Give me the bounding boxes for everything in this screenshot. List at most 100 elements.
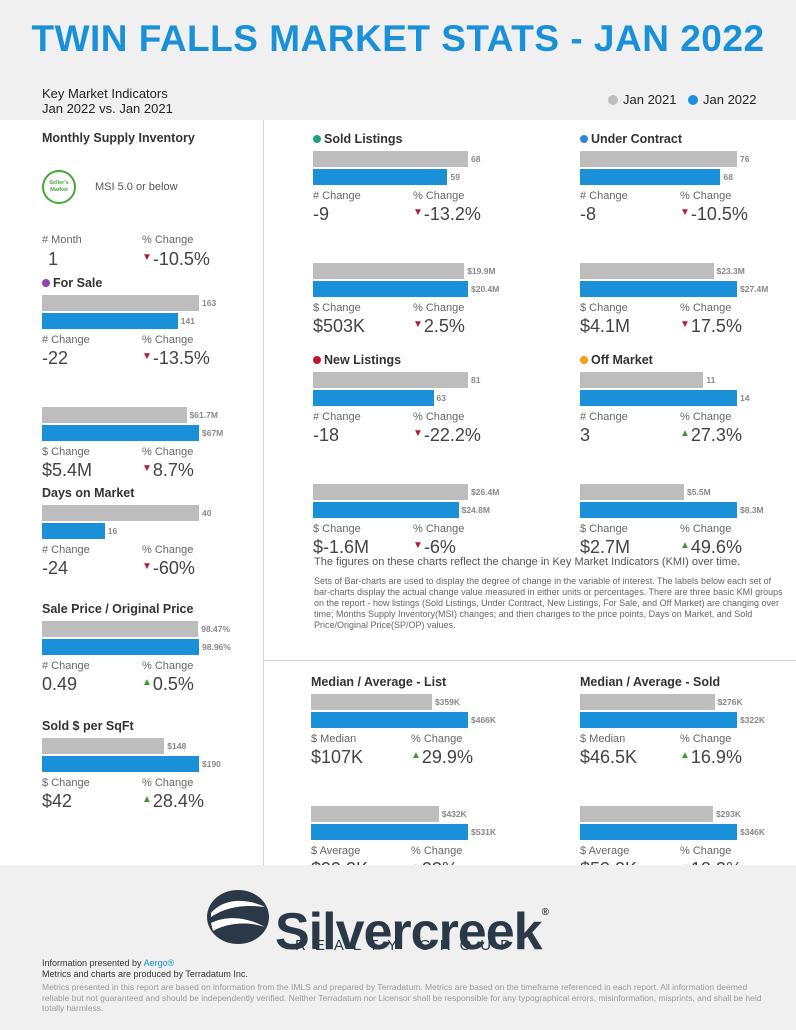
triangle-down-icon: ▼ <box>413 207 423 218</box>
for-sale-count-bar-curr <box>42 313 178 329</box>
vertical-divider <box>263 120 264 865</box>
off-count-c2-label: % Change <box>680 411 732 423</box>
horizontal-divider <box>264 660 796 661</box>
off-volume-c2-value-text: 49.6% <box>690 537 742 557</box>
triangle-up-icon: ▲ <box>680 428 690 439</box>
for-sale-volume-c2-value-text: 8.7% <box>152 460 194 480</box>
off-count-c2-value-text: 27.3% <box>690 425 742 445</box>
off-volume-c2-value: ▲49.6% <box>680 537 742 558</box>
uc-volume-label-curr: $27.4M <box>740 284 769 294</box>
footer-panel <box>0 865 796 1030</box>
new-volume-c1-value: $-1.6M <box>313 537 370 557</box>
for-sale-count-c1-value: -22 <box>42 348 69 368</box>
sold-average-c1-label: $ Average <box>580 845 630 857</box>
new-count-c2-value: ▼-22.2% <box>413 425 481 446</box>
dom-bar-curr <box>42 523 105 539</box>
off-count-dot-icon <box>580 356 588 364</box>
new-volume-c1-label: $ Change <box>313 523 361 535</box>
list-average-c2-label: % Change <box>411 845 463 857</box>
uc-count-c2-label: % Change <box>680 190 732 202</box>
for-sale-volume-bar-prev <box>42 407 187 423</box>
for-sale-volume-c1-value: $5.4M <box>42 460 93 480</box>
dom-c2-label: % Change <box>142 544 194 556</box>
uc-count-title-text: Under Contract <box>591 132 682 146</box>
new-count-bar-curr <box>313 390 434 406</box>
sold-count-title: Sold Listings <box>313 132 402 146</box>
new-count-label-curr: 63 <box>436 393 447 403</box>
sold-average-bar-prev <box>580 806 713 822</box>
description-headline: The figures on these charts reflect the … <box>314 556 741 568</box>
for-sale-count-title-text: For Sale <box>53 276 103 290</box>
sold-volume-bar-curr <box>313 281 468 297</box>
sold-median-c2-value-text: 16.9% <box>690 747 742 767</box>
off-count-label-prev: 11 <box>706 375 716 385</box>
legend-swatch-prev <box>608 94 618 105</box>
triangle-up-icon: ▲ <box>411 750 421 761</box>
off-count-bar-curr <box>580 390 737 406</box>
msi-title: Monthly Supply Inventory <box>42 131 195 145</box>
legend-swatch-curr <box>688 94 698 105</box>
spop-c2-value-text: 0.5% <box>152 674 194 694</box>
list-median-bar-curr <box>311 712 468 728</box>
triangle-down-icon: ▼ <box>142 351 152 362</box>
list-median-label-prev: $359K <box>434 697 460 707</box>
off-volume-bar-curr <box>580 502 737 518</box>
ppsf-title-text: Sold $ per SqFt <box>42 719 134 733</box>
list-average-label-curr: $531K <box>471 827 497 837</box>
sold-volume-c1-value: $503K <box>313 316 366 336</box>
spop-bar-curr <box>42 639 199 655</box>
msi-note: MSI 5.0 or below <box>95 181 178 193</box>
dom-title-text: Days on Market <box>42 486 135 500</box>
msi-c1-label: # Month <box>42 234 82 246</box>
new-volume-label-curr: $24.8M <box>461 505 490 515</box>
off-count-c1-label: # Change <box>580 411 628 423</box>
spop-title-text: Sale Price / Original Price <box>42 602 194 616</box>
sold-volume-label-curr: $20.4M <box>471 284 500 294</box>
logo-wordmark: Silvercreek® <box>275 903 549 961</box>
ppsf-bar-prev <box>42 738 165 754</box>
sellers-market-badge-icon: Seller's Market <box>42 170 76 204</box>
legend-item-prev: Jan 2021 <box>608 92 677 107</box>
ppsf-label-curr: $190 <box>202 759 221 769</box>
msi-c2-value: ▼-10.5% <box>142 249 210 269</box>
uc-volume-c2-label: % Change <box>680 302 732 314</box>
sold-median-c2-value: ▲16.9% <box>680 747 742 768</box>
ppsf-c1-value: $42 <box>42 791 73 811</box>
uc-count-label-curr: 68 <box>723 172 733 182</box>
new-count-dot-icon <box>313 356 321 364</box>
sold-count-c2-value: ▼-13.2% <box>413 204 481 225</box>
dom-c2-value-text: -60% <box>152 558 195 578</box>
for-sale-count-c2-value: ▼-13.5% <box>142 348 210 369</box>
for-sale-volume-label-curr: $67M <box>202 428 224 438</box>
sold-count-c2-value-text: -13.2% <box>423 204 481 224</box>
triangle-up-icon: ▲ <box>142 677 152 688</box>
spop-title: Sale Price / Original Price <box>42 602 193 616</box>
triangle-down-icon: ▼ <box>680 207 690 218</box>
ppsf-bar-curr <box>42 756 199 772</box>
legend-item-curr: Jan 2022 <box>688 92 757 107</box>
uc-count-c2-value-text: -10.5% <box>690 204 748 224</box>
uc-count-label-prev: 76 <box>740 154 750 164</box>
for-sale-count-c2-label: % Change <box>142 334 194 346</box>
new-count-c2-value-text: -22.2% <box>423 425 481 445</box>
footer-produced: Metrics and charts are produced by Terra… <box>42 969 248 979</box>
sold-count-label-curr: 59 <box>450 172 460 182</box>
aergo-link[interactable]: Aergo® <box>143 958 175 968</box>
off-count-title: Off Market <box>580 353 653 367</box>
triangle-down-icon: ▼ <box>142 252 152 263</box>
off-volume-c2-label: % Change <box>680 523 732 535</box>
sold-count-c2-label: % Change <box>413 190 465 202</box>
ppsf-c1-label: $ Change <box>42 777 90 789</box>
sold-average-label-curr: $346K <box>740 827 766 837</box>
list-median-c2-label: % Change <box>411 733 463 745</box>
sold-count-label-prev: 68 <box>471 154 481 164</box>
uc-volume-bar-curr <box>580 281 737 297</box>
uc-count-c1-label: # Change <box>580 190 628 202</box>
for-sale-volume-label-prev: $61.7M <box>189 410 218 420</box>
list-average-label-prev: $432K <box>441 809 467 819</box>
swoosh-logo-icon <box>207 890 269 944</box>
footer-presented: Information presented by Aergo® <box>42 958 175 968</box>
sold-volume-c2-value: ▼2.5% <box>413 316 465 337</box>
sold-volume-bar-prev <box>313 263 465 279</box>
for-sale-count-label-prev: 163 <box>202 298 217 308</box>
